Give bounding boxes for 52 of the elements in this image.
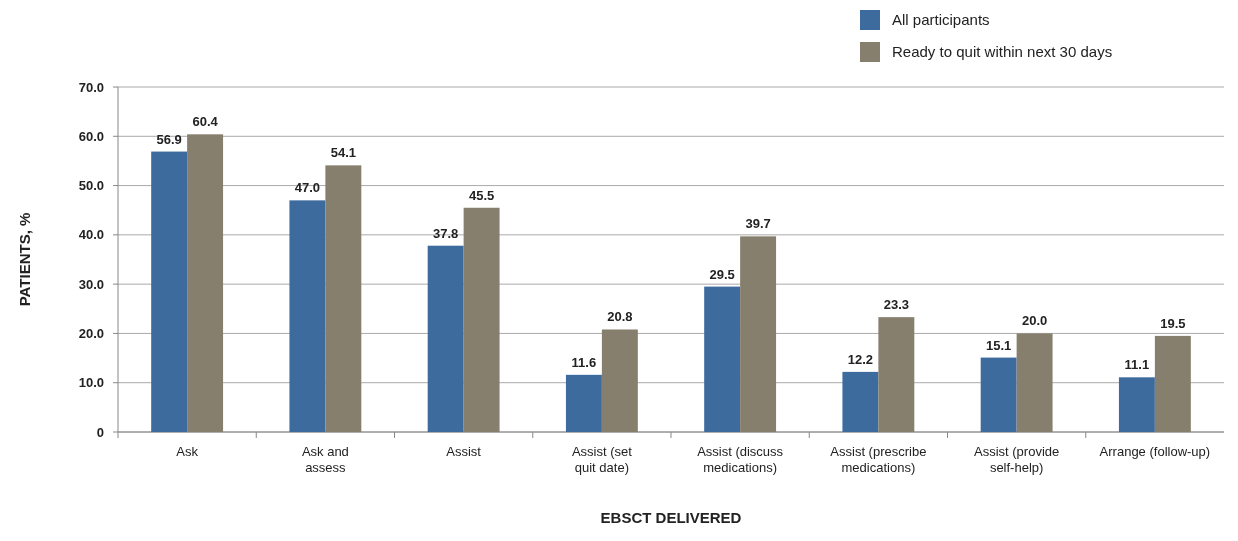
bar [842, 371, 879, 432]
data-label: 60.4 [192, 114, 219, 130]
bar [187, 134, 224, 432]
x-tick-label: Assist [446, 444, 482, 459]
data-label: 15.1 [986, 337, 1012, 353]
data-label: 45.5 [468, 187, 495, 203]
x-tick-label: Ask [176, 444, 199, 459]
bar [427, 245, 464, 432]
bar [289, 200, 326, 432]
legend-label: Ready to quit within next 30 days [892, 43, 1113, 61]
y-tick-label: 0 [96, 424, 104, 440]
data-label: 20.0 [1021, 313, 1048, 329]
x-axis-title: EBSCT DELIVERED [600, 509, 742, 526]
x-tick-label: Assist (provide self-help) [974, 444, 1060, 475]
y-tick-label: 30.0 [78, 276, 104, 292]
bar [1154, 335, 1191, 432]
y-tick-label: 10.0 [78, 375, 104, 391]
bar [463, 207, 500, 432]
x-tick-label: Ask and assess [301, 444, 349, 475]
data-label: 29.5 [709, 266, 735, 282]
y-tick-label: 60.0 [78, 128, 104, 144]
data-label: 47.0 [294, 180, 321, 196]
bar [704, 286, 741, 432]
data-label: 37.8 [433, 225, 459, 241]
data-label: 19.5 [1160, 315, 1186, 331]
data-label: 11.6 [571, 354, 597, 370]
bar [740, 236, 777, 432]
x-tick-label: Assist (discuss medications) [697, 444, 784, 475]
data-label: 56.9 [156, 131, 182, 147]
y-tick-label: 20.0 [78, 325, 104, 341]
bar [151, 151, 188, 432]
bar [878, 317, 915, 432]
data-label: 20.8 [607, 309, 633, 325]
bar [565, 374, 602, 432]
bar [601, 329, 638, 432]
y-tick-label: 40.0 [78, 227, 104, 243]
bar [325, 165, 362, 432]
data-label: 39.7 [745, 216, 771, 232]
y-tick-label: 70.0 [78, 79, 104, 95]
data-label: 11.1 [1124, 357, 1150, 373]
x-tick-label: Arrange (follow-up) [1099, 444, 1211, 459]
y-tick-label: 50.0 [78, 178, 104, 194]
legend-label: All participants [892, 11, 990, 29]
bar [1118, 377, 1155, 432]
bar [1016, 333, 1053, 432]
bar [980, 357, 1017, 432]
x-tick-label: Assist (set quit date) [571, 444, 633, 475]
data-label: 54.1 [330, 145, 356, 161]
data-label: 12.2 [847, 351, 874, 367]
data-label: 23.3 [883, 297, 909, 313]
y-axis-title: PATIENTS, % [16, 212, 33, 307]
x-tick-label: Assist (prescribe medications) [830, 444, 927, 475]
